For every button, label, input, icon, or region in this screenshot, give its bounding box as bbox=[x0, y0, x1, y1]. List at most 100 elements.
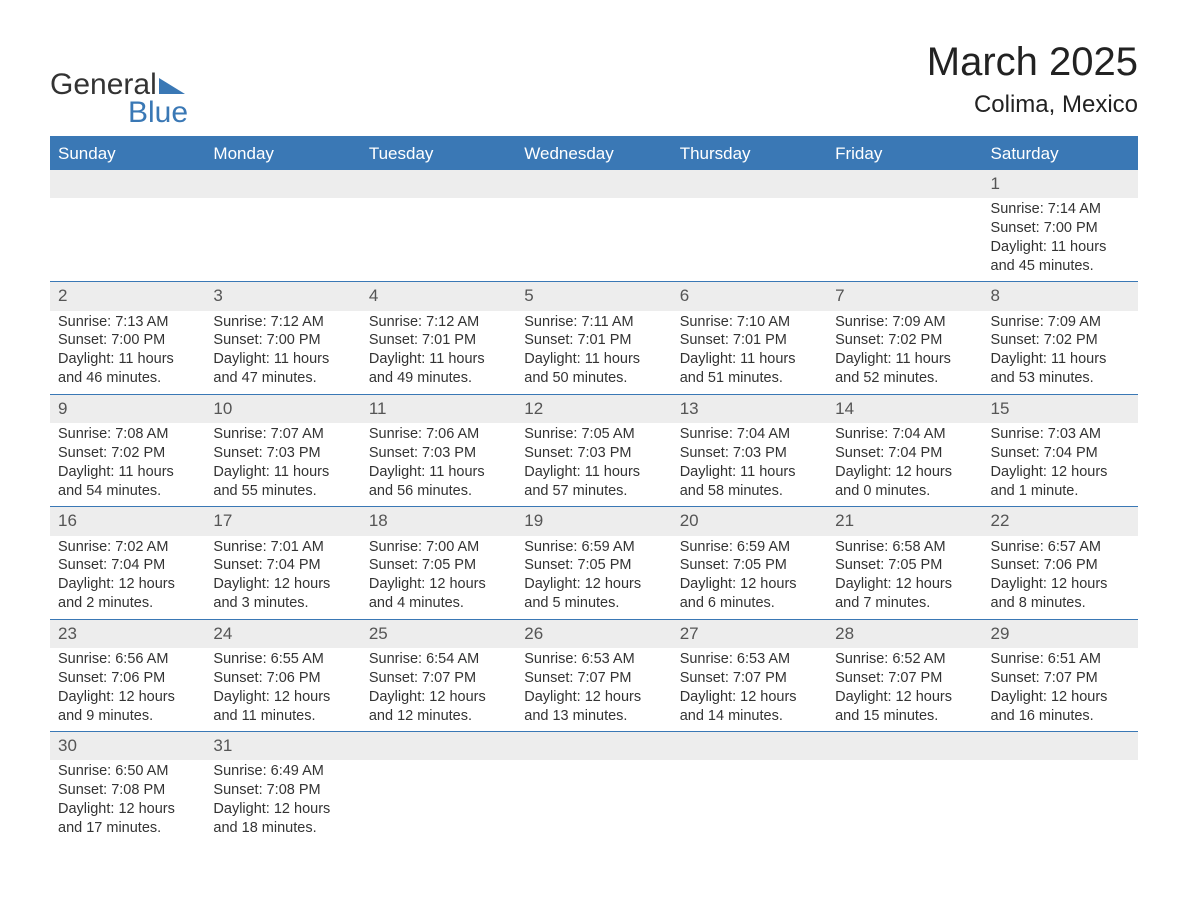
daylight-text-2: and 53 minutes. bbox=[991, 369, 1130, 388]
daylight-text-1: Daylight: 12 hours bbox=[58, 688, 197, 707]
daylight-text-2: and 2 minutes. bbox=[58, 594, 197, 613]
day-number bbox=[205, 170, 360, 198]
day-cell: Sunrise: 7:08 AMSunset: 7:02 PMDaylight:… bbox=[50, 423, 205, 507]
sunrise-text: Sunrise: 7:00 AM bbox=[369, 538, 508, 557]
sunrise-text: Sunrise: 6:52 AM bbox=[835, 650, 974, 669]
day-number-row: 23242526272829 bbox=[50, 619, 1138, 648]
daylight-text-1: Daylight: 12 hours bbox=[991, 688, 1130, 707]
daylight-text-2: and 1 minute. bbox=[991, 482, 1130, 501]
day-number: 27 bbox=[672, 619, 827, 648]
day-number-row: 3031 bbox=[50, 732, 1138, 761]
sunset-text: Sunset: 7:05 PM bbox=[524, 556, 663, 575]
day-cell: Sunrise: 6:52 AMSunset: 7:07 PMDaylight:… bbox=[827, 648, 982, 732]
sunrise-text: Sunrise: 7:12 AM bbox=[369, 313, 508, 332]
day-cell: Sunrise: 7:07 AMSunset: 7:03 PMDaylight:… bbox=[205, 423, 360, 507]
day-cell: Sunrise: 7:01 AMSunset: 7:04 PMDaylight:… bbox=[205, 536, 360, 620]
day-header: Thursday bbox=[672, 137, 827, 170]
daylight-text-2: and 15 minutes. bbox=[835, 707, 974, 726]
sunset-text: Sunset: 7:04 PM bbox=[835, 444, 974, 463]
day-cell: Sunrise: 6:55 AMSunset: 7:06 PMDaylight:… bbox=[205, 648, 360, 732]
sunrise-text: Sunrise: 7:03 AM bbox=[991, 425, 1130, 444]
daylight-text-1: Daylight: 12 hours bbox=[369, 575, 508, 594]
day-number: 17 bbox=[205, 507, 360, 536]
daylight-text-2: and 45 minutes. bbox=[991, 257, 1130, 276]
daylight-text-2: and 6 minutes. bbox=[680, 594, 819, 613]
day-cell bbox=[983, 760, 1138, 843]
day-header: Sunday bbox=[50, 137, 205, 170]
day-number: 11 bbox=[361, 394, 516, 423]
daylight-text-2: and 7 minutes. bbox=[835, 594, 974, 613]
day-number: 22 bbox=[983, 507, 1138, 536]
day-cell: Sunrise: 6:58 AMSunset: 7:05 PMDaylight:… bbox=[827, 536, 982, 620]
daylight-text-1: Daylight: 12 hours bbox=[524, 575, 663, 594]
day-number-row: 1 bbox=[50, 170, 1138, 198]
daylight-text-2: and 49 minutes. bbox=[369, 369, 508, 388]
sunrise-text: Sunrise: 6:53 AM bbox=[524, 650, 663, 669]
daylight-text-2: and 56 minutes. bbox=[369, 482, 508, 501]
daylight-text-1: Daylight: 12 hours bbox=[835, 688, 974, 707]
sunrise-text: Sunrise: 7:13 AM bbox=[58, 313, 197, 332]
sunrise-text: Sunrise: 6:55 AM bbox=[213, 650, 352, 669]
daylight-text-2: and 4 minutes. bbox=[369, 594, 508, 613]
day-cell: Sunrise: 6:57 AMSunset: 7:06 PMDaylight:… bbox=[983, 536, 1138, 620]
sunrise-text: Sunrise: 6:54 AM bbox=[369, 650, 508, 669]
day-header: Wednesday bbox=[516, 137, 671, 170]
sunset-text: Sunset: 7:00 PM bbox=[991, 219, 1130, 238]
sunset-text: Sunset: 7:07 PM bbox=[835, 669, 974, 688]
daylight-text-1: Daylight: 11 hours bbox=[369, 463, 508, 482]
daylight-text-1: Daylight: 12 hours bbox=[991, 463, 1130, 482]
day-cell: Sunrise: 7:04 AMSunset: 7:03 PMDaylight:… bbox=[672, 423, 827, 507]
day-number: 19 bbox=[516, 507, 671, 536]
sunset-text: Sunset: 7:00 PM bbox=[58, 331, 197, 350]
day-number: 6 bbox=[672, 282, 827, 311]
sunset-text: Sunset: 7:01 PM bbox=[369, 331, 508, 350]
sunset-text: Sunset: 7:02 PM bbox=[991, 331, 1130, 350]
day-number: 25 bbox=[361, 619, 516, 648]
daylight-text-2: and 0 minutes. bbox=[835, 482, 974, 501]
header: General Blue March 2025 Colima, Mexico bbox=[50, 40, 1138, 130]
sunset-text: Sunset: 7:03 PM bbox=[680, 444, 819, 463]
daylight-text-1: Daylight: 12 hours bbox=[58, 575, 197, 594]
day-number: 14 bbox=[827, 394, 982, 423]
day-number: 16 bbox=[50, 507, 205, 536]
day-number: 9 bbox=[50, 394, 205, 423]
day-header: Monday bbox=[205, 137, 360, 170]
sunrise-text: Sunrise: 7:02 AM bbox=[58, 538, 197, 557]
day-cell: Sunrise: 6:53 AMSunset: 7:07 PMDaylight:… bbox=[672, 648, 827, 732]
day-number-row: 16171819202122 bbox=[50, 507, 1138, 536]
day-number: 12 bbox=[516, 394, 671, 423]
sunset-text: Sunset: 7:02 PM bbox=[58, 444, 197, 463]
day-number: 29 bbox=[983, 619, 1138, 648]
daylight-text-2: and 16 minutes. bbox=[991, 707, 1130, 726]
day-cell: Sunrise: 6:59 AMSunset: 7:05 PMDaylight:… bbox=[672, 536, 827, 620]
sunset-text: Sunset: 7:07 PM bbox=[524, 669, 663, 688]
sunset-text: Sunset: 7:05 PM bbox=[369, 556, 508, 575]
day-cell bbox=[361, 760, 516, 843]
day-detail-row: Sunrise: 6:50 AMSunset: 7:08 PMDaylight:… bbox=[50, 760, 1138, 843]
sunrise-text: Sunrise: 7:08 AM bbox=[58, 425, 197, 444]
day-number bbox=[50, 170, 205, 198]
day-cell: Sunrise: 7:09 AMSunset: 7:02 PMDaylight:… bbox=[827, 311, 982, 395]
sunrise-text: Sunrise: 7:07 AM bbox=[213, 425, 352, 444]
daylight-text-2: and 8 minutes. bbox=[991, 594, 1130, 613]
day-cell: Sunrise: 6:49 AMSunset: 7:08 PMDaylight:… bbox=[205, 760, 360, 843]
day-cell bbox=[672, 760, 827, 843]
sunset-text: Sunset: 7:04 PM bbox=[213, 556, 352, 575]
daylight-text-2: and 47 minutes. bbox=[213, 369, 352, 388]
day-number bbox=[361, 732, 516, 761]
daylight-text-1: Daylight: 11 hours bbox=[213, 350, 352, 369]
daylight-text-1: Daylight: 12 hours bbox=[991, 575, 1130, 594]
sunrise-text: Sunrise: 7:10 AM bbox=[680, 313, 819, 332]
sunrise-text: Sunrise: 7:06 AM bbox=[369, 425, 508, 444]
sunset-text: Sunset: 7:01 PM bbox=[680, 331, 819, 350]
daylight-text-1: Daylight: 12 hours bbox=[213, 688, 352, 707]
day-number: 15 bbox=[983, 394, 1138, 423]
daylight-text-2: and 58 minutes. bbox=[680, 482, 819, 501]
daylight-text-1: Daylight: 12 hours bbox=[58, 800, 197, 819]
daylight-text-1: Daylight: 11 hours bbox=[524, 463, 663, 482]
sunset-text: Sunset: 7:01 PM bbox=[524, 331, 663, 350]
day-number: 10 bbox=[205, 394, 360, 423]
day-cell: Sunrise: 7:03 AMSunset: 7:04 PMDaylight:… bbox=[983, 423, 1138, 507]
daylight-text-1: Daylight: 11 hours bbox=[369, 350, 508, 369]
daylight-text-2: and 3 minutes. bbox=[213, 594, 352, 613]
